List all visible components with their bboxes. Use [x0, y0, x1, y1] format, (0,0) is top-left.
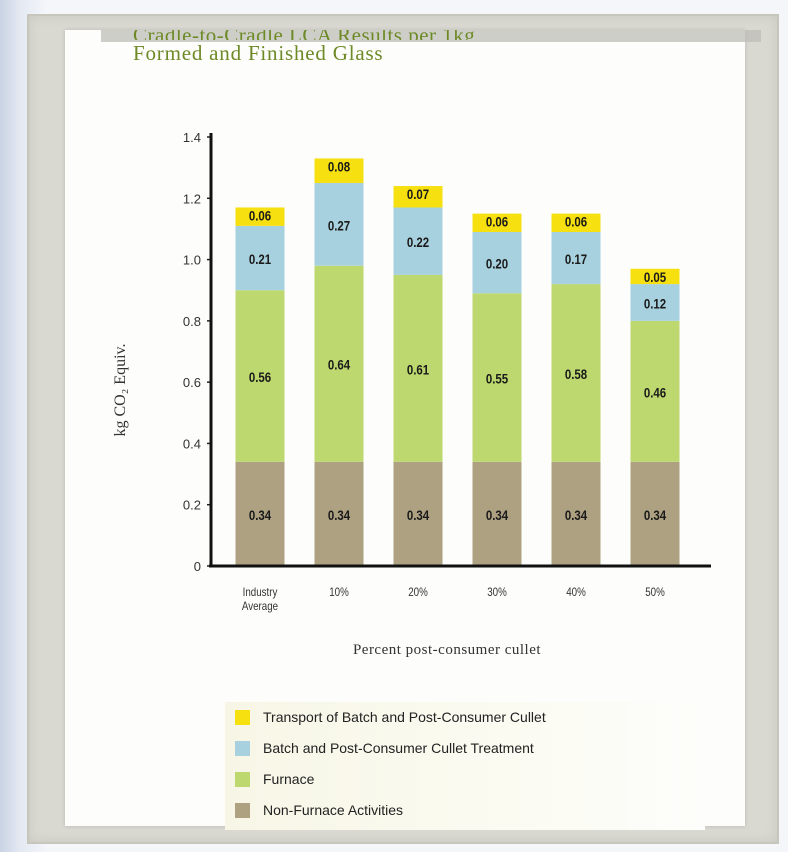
- bar-segment: [472, 461, 522, 566]
- figure-frame: Cradle-to-Cradle LCA Results per 1kg For…: [27, 14, 779, 844]
- data-label: 0.34: [328, 507, 351, 523]
- bar-segment: [393, 461, 443, 566]
- bar-segment: [472, 293, 522, 462]
- data-label: 0.08: [328, 158, 350, 174]
- data-label: 0.64: [328, 357, 351, 373]
- bar-segment: [235, 207, 285, 226]
- y-tick-label: 0.8: [183, 314, 201, 329]
- bar-segment: [630, 268, 680, 285]
- legend-label-furnace: Furnace: [263, 771, 315, 787]
- y-tick-label: 0: [194, 559, 201, 574]
- data-label: 0.56: [249, 369, 271, 385]
- bar-segment: [314, 265, 364, 462]
- y-tick-label: 0.2: [183, 498, 201, 513]
- data-label: 0.21: [249, 251, 271, 267]
- bar-segment: [551, 231, 601, 285]
- data-label: 0.27: [328, 217, 350, 233]
- legend-label-treatment: Batch and Post-Consumer Cullet Treatment: [263, 740, 534, 756]
- legend-item-furnace: Furnace: [235, 770, 314, 788]
- data-label: 0.20: [486, 256, 508, 272]
- x-axis-label: Percent post-consumer cullet: [352, 642, 542, 658]
- data-label: 0.34: [486, 507, 509, 523]
- data-label: 0.12: [644, 295, 666, 311]
- x-tick-label: 20%: [408, 586, 428, 599]
- bar-segment: [630, 284, 680, 321]
- chart-title: Cradle-to-Cradle LCA Results per 1kg For…: [133, 30, 693, 66]
- data-label: 0.55: [486, 370, 508, 386]
- title-overlay-bar: [101, 30, 761, 42]
- data-label: 0.34: [407, 507, 430, 523]
- data-label: 0.06: [249, 207, 271, 223]
- y-tick-label: 1.4: [183, 130, 201, 145]
- legend-swatch-furnace: [235, 771, 250, 787]
- x-tick-label: 10%: [329, 586, 349, 599]
- bar-segment: [393, 274, 443, 462]
- x-tick-label: 40%: [566, 586, 586, 599]
- data-label: 0.34: [249, 507, 272, 523]
- x-tick-label: Average: [242, 600, 278, 613]
- data-label: 0.46: [644, 384, 666, 400]
- legend-item-treatment: Batch and Post-Consumer Cullet Treatment: [235, 739, 534, 757]
- legend-label-non-furnace: Non-Furnace Activities: [263, 802, 404, 818]
- chart-title-line-1: Cradle-to-Cradle LCA Results per 1kg: [133, 30, 693, 40]
- legend-swatch-treatment: [235, 740, 250, 756]
- bar-segment: [314, 182, 364, 266]
- legend-swatch-transport: [235, 709, 250, 725]
- x-tick-label: Industry: [243, 586, 278, 599]
- chart-title-line-2: Formed and Finished Glass: [133, 41, 384, 65]
- legend-label-transport: Transport of Batch and Post-Consumer Cul…: [263, 709, 546, 725]
- bar-segment: [235, 225, 285, 291]
- bar-segment: [235, 290, 285, 462]
- bar-segment: [472, 213, 522, 232]
- bar-segment: [393, 207, 443, 275]
- x-tick-label: 30%: [487, 586, 507, 599]
- x-tick-label: 50%: [645, 586, 665, 599]
- data-label: 0.34: [644, 507, 667, 523]
- y-tick-label: 0.6: [183, 375, 201, 390]
- bar-segment: [393, 186, 443, 208]
- data-label: 0.07: [407, 186, 429, 202]
- legend: Transport of Batch and Post-Consumer Cul…: [225, 702, 705, 830]
- stacked-bar-chart: 0 0.2 0.4 0.6 0.8 1.0 1.2 1.4 0.34 0.56 0.21 0.06 In…: [183, 130, 711, 613]
- data-label: 0.34: [565, 507, 588, 523]
- bar-segment: [551, 284, 601, 462]
- data-label: 0.58: [565, 366, 587, 382]
- legend-item-transport: Transport of Batch and Post-Consumer Cul…: [235, 708, 546, 726]
- legend-item-non-furnace: Non-Furnace Activities: [235, 801, 403, 819]
- data-label: 0.22: [407, 234, 429, 250]
- figure-panel: Cradle-to-Cradle LCA Results per 1kg For…: [65, 30, 761, 830]
- y-tick-label: 1.2: [183, 191, 201, 206]
- data-label: 0.06: [565, 213, 587, 229]
- bar-segment: [472, 231, 522, 294]
- data-label: 0.05: [644, 269, 666, 285]
- legend-swatch-non-furnace: [235, 802, 250, 818]
- y-tick-label: 0.4: [183, 436, 201, 451]
- bar-segment: [314, 158, 364, 183]
- data-label: 0.17: [565, 251, 587, 267]
- bar-segment: [551, 461, 601, 566]
- bar-segment: [630, 461, 680, 566]
- data-label: 0.61: [407, 361, 429, 377]
- data-label: 0.06: [486, 213, 508, 229]
- bar-segment: [551, 213, 601, 232]
- bar-segment: [235, 461, 285, 566]
- y-tick-label: 1.0: [183, 253, 201, 268]
- bar-segment: [630, 320, 680, 462]
- bar-segment: [314, 461, 364, 566]
